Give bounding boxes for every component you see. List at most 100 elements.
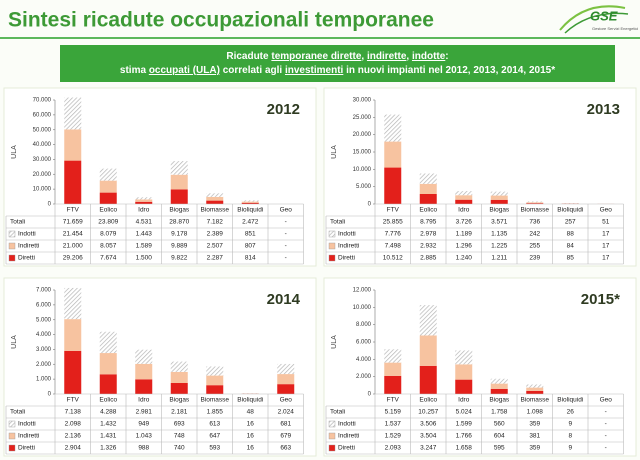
table-cell: 21.000 — [63, 243, 83, 250]
y-axis-label: ULA — [331, 335, 338, 349]
bar-segment — [455, 364, 473, 380]
bar-segment — [455, 199, 473, 204]
table-cell: 1.225 — [491, 243, 508, 250]
bar-segment — [206, 375, 224, 386]
table-cell: 257 — [565, 219, 576, 226]
bar-segment — [526, 384, 544, 388]
table-cell: 71.659 — [63, 219, 83, 226]
table-cell: 1.529 — [385, 433, 402, 440]
bar-segment — [419, 193, 437, 204]
table-cell: 807 — [245, 243, 256, 250]
x-tick-label: Geo — [600, 397, 613, 404]
y-axis-label: ULA — [11, 335, 18, 349]
bar-segment — [206, 193, 224, 197]
table-cell: 1.599 — [456, 421, 473, 428]
table-cell: 5.159 — [385, 409, 402, 416]
bar-segment — [206, 196, 224, 201]
table-cell: 17 — [602, 255, 610, 262]
table-cell: - — [285, 255, 287, 262]
legend-swatch — [328, 230, 336, 238]
bar-segment — [419, 305, 437, 336]
table-cell: 23.809 — [98, 219, 118, 226]
table-cell: 647 — [209, 433, 220, 440]
banner-text: Ricadute — [226, 50, 272, 62]
table-row-label: Totali — [330, 409, 345, 416]
logo-arc — [564, 12, 629, 34]
table-cell: 2.507 — [207, 243, 224, 250]
y-tick-label: 2.000 — [36, 362, 52, 368]
table-cell: 2.978 — [420, 231, 437, 238]
legend-label: Indotti — [338, 421, 356, 428]
table-cell: 239 — [529, 255, 540, 262]
table-cell: 3.726 — [456, 219, 473, 226]
bar-segment — [490, 388, 508, 394]
table-row-label: Totali — [330, 219, 345, 226]
bar-segment — [490, 191, 508, 196]
table-cell: - — [605, 409, 607, 416]
chart-title: 2013 — [587, 101, 620, 118]
table-cell: 7.776 — [385, 231, 402, 238]
table-cell: 16 — [247, 421, 255, 428]
table-cell: 17 — [602, 243, 610, 250]
table-cell: 8.795 — [420, 219, 437, 226]
table-cell: 359 — [529, 421, 540, 428]
table-row-label: Totali — [10, 409, 25, 416]
table-cell: 595 — [494, 445, 505, 452]
bar-segment — [64, 160, 82, 204]
table-cell: 2.098 — [65, 421, 82, 428]
banner-line: stima occupati (ULA) correlati agli inve… — [60, 64, 615, 78]
y-tick-label: 20.000 — [353, 132, 372, 138]
table-cell: 2.932 — [420, 243, 437, 250]
legend-label: Diretti — [338, 445, 355, 452]
table-cell: 949 — [138, 421, 149, 428]
bar-segment — [490, 195, 508, 200]
panel — [3, 277, 317, 457]
y-tick-label: 10.000 — [33, 187, 52, 193]
bar-segment — [526, 390, 544, 394]
bar-segment — [490, 199, 508, 204]
bar-segment — [99, 353, 117, 375]
table-cell: 3.571 — [491, 219, 508, 226]
banner-text: temporanee dirette — [271, 50, 362, 62]
table-cell: 28.870 — [169, 219, 189, 226]
bar-segment — [170, 383, 188, 394]
bar-segment — [135, 197, 153, 200]
legend-swatch — [328, 444, 336, 452]
table-cell: 242 — [529, 231, 540, 238]
bar-segment — [490, 378, 508, 384]
table-cell: 9 — [568, 445, 572, 452]
table-cell: - — [285, 231, 287, 238]
table-cell: 1.098 — [527, 409, 544, 416]
bar-segment — [277, 374, 295, 385]
table-cell: 21.454 — [63, 231, 83, 238]
bar-segment — [64, 319, 82, 351]
legend-label: Diretti — [18, 445, 35, 452]
table-cell: 988 — [138, 445, 149, 452]
x-tick-label: Idro — [458, 207, 470, 214]
bar-segment — [419, 183, 437, 194]
x-tick-label: Bioliquidi — [557, 207, 583, 214]
table-cell: 1.211 — [491, 255, 507, 262]
bar-segment — [170, 161, 188, 175]
bar-segment — [455, 191, 473, 196]
bar-segment — [384, 362, 402, 376]
table-cell: 2.093 — [385, 445, 402, 452]
table-cell: 9.178 — [171, 231, 188, 238]
legend-label: Indiretti — [18, 243, 39, 250]
panel — [3, 87, 317, 267]
bar-segment — [455, 195, 473, 200]
table-cell: 88 — [567, 231, 575, 238]
bar-segment — [206, 366, 224, 376]
table-cell: 29.206 — [63, 255, 83, 262]
table-cell: - — [285, 219, 287, 226]
bar-segment — [206, 200, 224, 204]
bar-segment — [135, 349, 153, 364]
table-cell: 1.589 — [136, 243, 153, 250]
bar-segment — [64, 129, 82, 161]
legend-label: Indiretti — [338, 433, 359, 440]
y-tick-label: 1.000 — [36, 377, 52, 383]
logo-subtitle: Gestore Servizi Energetici — [592, 26, 638, 31]
y-tick-label: 25.000 — [353, 115, 372, 121]
table-cell: 613 — [209, 421, 220, 428]
table-cell: - — [605, 445, 607, 452]
